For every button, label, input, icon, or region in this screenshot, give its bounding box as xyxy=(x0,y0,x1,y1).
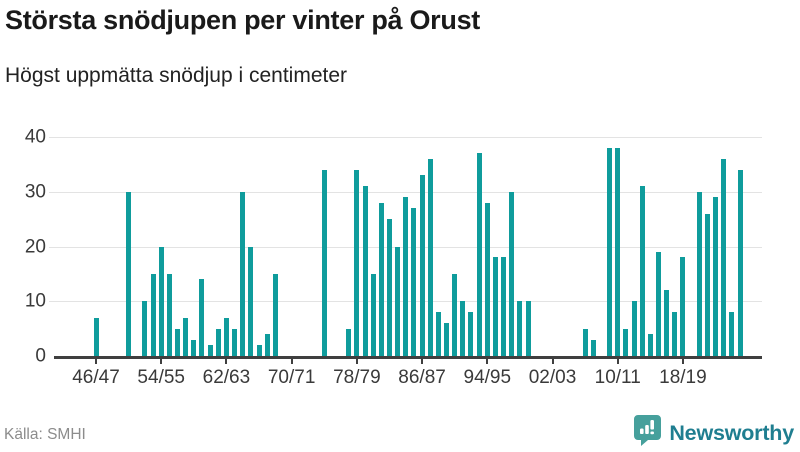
bar-46/47 xyxy=(93,317,99,356)
bar-64/65 xyxy=(240,191,246,356)
bar-07/08 xyxy=(590,339,596,356)
bar-66/67 xyxy=(256,345,262,356)
bar-98/99 xyxy=(517,301,523,356)
bar-90/91 xyxy=(452,273,458,356)
bar-15/16 xyxy=(655,251,661,356)
gridline-y-30 xyxy=(49,191,762,193)
bar-10/11 xyxy=(615,147,621,356)
x-tick-label: 86/87 xyxy=(398,367,446,388)
bar-09/10 xyxy=(607,147,613,356)
y-tick-label: 30 xyxy=(24,181,46,203)
source-note: Källa: SMHI xyxy=(4,426,86,443)
y-tick-label: 20 xyxy=(24,236,46,257)
y-tick-label: 40 xyxy=(24,126,46,148)
bar-22/23 xyxy=(713,197,719,356)
bar-92/93 xyxy=(468,312,474,356)
bar-80/81 xyxy=(370,273,376,356)
bar-86/87 xyxy=(419,175,425,356)
bar-24/25 xyxy=(729,312,735,356)
bar-06/07 xyxy=(582,328,588,356)
bar-59/60 xyxy=(199,279,205,356)
bar-56/57 xyxy=(175,328,181,356)
brand-logo[interactable]: Newsworthy xyxy=(633,414,794,452)
x-tick-label: 70/71 xyxy=(267,367,316,388)
bar-54/55 xyxy=(158,246,164,356)
x-tick-mark xyxy=(486,358,489,364)
bar-93/94 xyxy=(476,153,482,356)
bar-99/00 xyxy=(525,301,531,356)
x-axis-line xyxy=(54,356,762,359)
brand-name: Newsworthy xyxy=(669,421,794,446)
x-tick-label: 18/19 xyxy=(659,367,707,388)
x-tick-label: 46/47 xyxy=(72,367,120,388)
bar-13/14 xyxy=(639,186,645,356)
bar-chart-badge-icon xyxy=(633,414,662,452)
bar-18/19 xyxy=(680,257,686,356)
x-tick-mark xyxy=(225,358,228,364)
y-tick-label: 10 xyxy=(24,290,46,312)
bar-11/12 xyxy=(623,328,629,356)
bar-63/64 xyxy=(232,328,238,356)
bar-87/88 xyxy=(427,158,433,356)
x-tick-label: 94/95 xyxy=(463,367,512,388)
bar-83/84 xyxy=(395,246,401,356)
bar-21/22 xyxy=(704,213,710,356)
bar-85/86 xyxy=(411,208,417,356)
bar-50/51 xyxy=(126,191,132,356)
x-tick-mark xyxy=(355,358,358,364)
bar-82/83 xyxy=(386,219,392,356)
bar-77/78 xyxy=(346,328,352,356)
y-axis-labels: 0 10 20 30 40 xyxy=(0,128,46,366)
x-tick-mark xyxy=(160,358,163,364)
bar-88/89 xyxy=(435,312,441,356)
x-tick-mark xyxy=(421,358,424,364)
bar-78/79 xyxy=(354,169,360,356)
bar-61/62 xyxy=(215,328,221,356)
gridline-y-40 xyxy=(49,137,762,138)
x-tick-label: 78/79 xyxy=(333,367,381,388)
bar-67/68 xyxy=(264,334,270,356)
bar-58/59 xyxy=(191,339,197,356)
bar-62/63 xyxy=(223,317,229,356)
bar-53/54 xyxy=(150,273,156,356)
x-tick-mark xyxy=(616,358,619,364)
bar-23/24 xyxy=(721,158,727,356)
bar-84/85 xyxy=(403,197,409,356)
bar-52/53 xyxy=(142,301,148,356)
bar-25/26 xyxy=(737,169,743,356)
bar-96/97 xyxy=(501,257,507,356)
x-tick-mark xyxy=(551,358,554,364)
bar-16/17 xyxy=(664,290,670,356)
bar-79/80 xyxy=(362,186,368,356)
bar-60/61 xyxy=(207,345,213,356)
bar-81/82 xyxy=(378,202,384,356)
x-tick-label: 02/03 xyxy=(528,367,577,388)
x-tick-label: 54/55 xyxy=(137,367,185,388)
x-tick-mark xyxy=(290,358,293,364)
bar-94/95 xyxy=(484,202,490,356)
bar-57/58 xyxy=(183,317,189,356)
bar-91/92 xyxy=(460,301,466,356)
x-tick-label: 62/63 xyxy=(202,367,251,388)
bar-17/18 xyxy=(672,312,678,356)
bar-95/96 xyxy=(492,257,498,356)
bar-68/69 xyxy=(272,273,278,356)
chart-title: Största snödjupen per vinter på Orust xyxy=(5,5,480,35)
bar-74/75 xyxy=(321,169,327,356)
bar-55/56 xyxy=(166,273,172,356)
chart-subtitle: Högst uppmätta snödjup i centimeter xyxy=(5,64,348,87)
x-tick-label: 10/11 xyxy=(594,367,641,388)
bar-20/21 xyxy=(696,191,702,356)
x-tick-mark xyxy=(95,358,97,364)
x-tick-mark xyxy=(681,358,684,364)
bar-14/15 xyxy=(647,334,653,356)
plot-area: 46/47 54/55 62/63 70/71 78/79 86/87 94/95 02/03… xyxy=(49,137,762,387)
bar-97/98 xyxy=(509,191,515,356)
bar-65/66 xyxy=(248,246,254,356)
bar-89/90 xyxy=(444,323,450,356)
bar-12/13 xyxy=(631,301,637,356)
y-tick-label: 0 xyxy=(35,345,46,367)
